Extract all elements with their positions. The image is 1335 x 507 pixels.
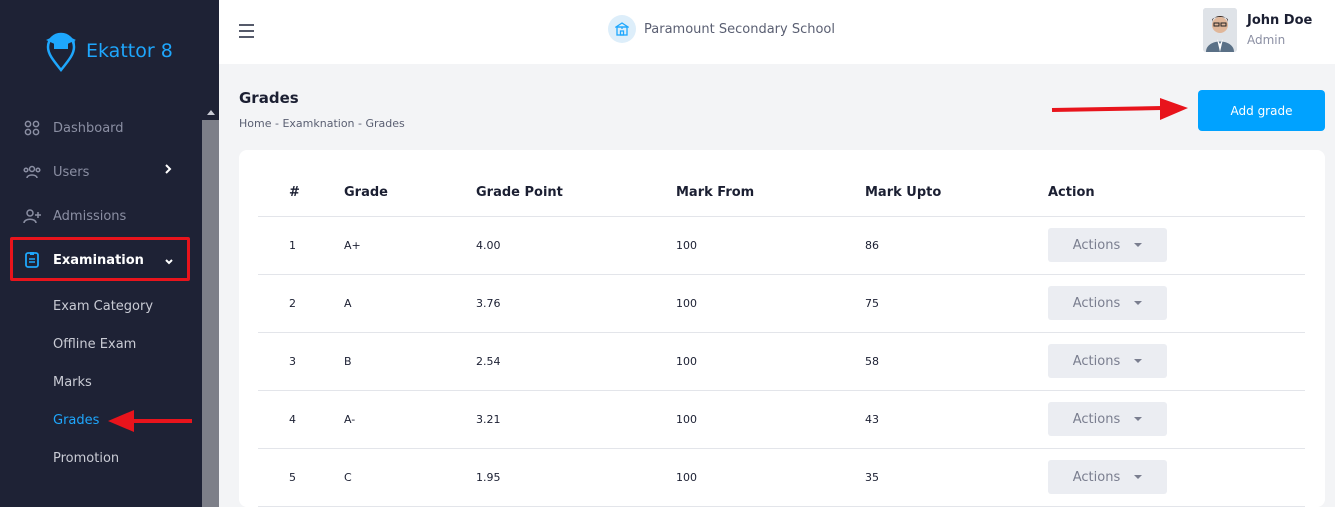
cell-num: 3 bbox=[258, 332, 344, 391]
caret-down-icon bbox=[1134, 301, 1143, 305]
cell-grade: A bbox=[344, 274, 476, 333]
column-header: Mark From bbox=[676, 170, 865, 217]
cell-grade-point: 4.00 bbox=[476, 216, 676, 275]
cell-mark-from: 100 bbox=[676, 216, 865, 275]
cell-mark-from: 100 bbox=[676, 390, 865, 449]
column-header: # bbox=[258, 170, 344, 217]
cell-num: 2 bbox=[258, 274, 344, 333]
actions-dropdown-button[interactable]: Actions bbox=[1048, 228, 1167, 262]
actions-label: Actions bbox=[1072, 295, 1121, 311]
cell-action: Actions bbox=[1048, 448, 1305, 507]
sidebar-subitem-offline-exam[interactable]: Offline Exam bbox=[53, 337, 137, 352]
column-header: Action bbox=[1048, 170, 1305, 217]
school-icon bbox=[608, 15, 636, 43]
table-row: 4 A- 3.21 100 43 Actions bbox=[258, 390, 1305, 449]
exam-icon bbox=[23, 251, 41, 269]
examination-highlight-box bbox=[10, 237, 190, 281]
sidebar-item-label: Users bbox=[53, 164, 90, 180]
caret-down-icon bbox=[1134, 417, 1143, 421]
cell-grade-point: 3.76 bbox=[476, 274, 676, 333]
cell-action: Actions bbox=[1048, 216, 1305, 275]
cell-num: 1 bbox=[258, 216, 344, 275]
menu-icon[interactable] bbox=[239, 24, 254, 42]
actions-label: Actions bbox=[1072, 469, 1121, 485]
cell-grade-point: 3.21 bbox=[476, 390, 676, 449]
school-selector: Paramount Secondary School bbox=[608, 15, 835, 43]
cell-num: 4 bbox=[258, 390, 344, 449]
scroll-up-icon[interactable] bbox=[202, 104, 219, 120]
users-icon bbox=[23, 163, 41, 181]
brand-name: Ekattor 8 bbox=[86, 40, 173, 62]
top-bar: Paramount Secondary School John Doe Admi… bbox=[219, 0, 1335, 64]
cell-mark-upto: 58 bbox=[865, 332, 1048, 391]
table-row: 1 A+ 4.00 100 86 Actions bbox=[258, 216, 1305, 275]
sidebar-item-users[interactable]: Users bbox=[23, 163, 89, 181]
actions-dropdown-button[interactable]: Actions bbox=[1048, 286, 1167, 320]
column-header: Grade bbox=[344, 170, 476, 217]
sidebar: Ekattor 8 Dashboard Users Admissions Exa… bbox=[0, 0, 219, 507]
caret-down-icon bbox=[1134, 475, 1143, 479]
sidebar-item-label: Examination bbox=[53, 252, 144, 268]
cell-mark-from: 100 bbox=[676, 274, 865, 333]
user-name[interactable]: John Doe bbox=[1247, 13, 1313, 28]
chevron-right-icon[interactable] bbox=[164, 163, 172, 178]
actions-dropdown-button[interactable]: Actions bbox=[1048, 344, 1167, 378]
sidebar-item-admissions[interactable]: Admissions bbox=[23, 207, 126, 225]
cell-mark-upto: 75 bbox=[865, 274, 1048, 333]
cell-grade: C bbox=[344, 448, 476, 507]
cell-num: 5 bbox=[258, 448, 344, 507]
user-role: Admin bbox=[1247, 33, 1286, 47]
sidebar-subitem-grades[interactable]: Grades bbox=[53, 413, 100, 428]
table-row: 3 B 2.54 100 58 Actions bbox=[258, 332, 1305, 391]
actions-label: Actions bbox=[1072, 411, 1121, 427]
sidebar-item-examination[interactable]: Examination bbox=[23, 251, 144, 269]
sidebar-item-label: Admissions bbox=[53, 208, 127, 224]
cell-mark-upto: 86 bbox=[865, 216, 1048, 275]
cell-action: Actions bbox=[1048, 332, 1305, 391]
chevron-down-icon[interactable] bbox=[164, 255, 174, 269]
add-grade-button[interactable]: Add grade bbox=[1198, 90, 1325, 131]
caret-down-icon bbox=[1134, 243, 1143, 247]
brand-logo[interactable]: Ekattor 8 bbox=[44, 30, 173, 72]
column-header: Grade Point bbox=[476, 170, 676, 217]
table-row: 2 A 3.76 100 75 Actions bbox=[258, 274, 1305, 333]
actions-dropdown-button[interactable]: Actions bbox=[1048, 402, 1167, 436]
actions-label: Actions bbox=[1072, 353, 1121, 369]
breadcrumb: Home - Examknation - Grades bbox=[239, 117, 405, 130]
sidebar-item-dashboard[interactable]: Dashboard bbox=[23, 119, 124, 137]
actions-label: Actions bbox=[1072, 237, 1121, 253]
sidebar-subitem-exam-category[interactable]: Exam Category bbox=[53, 299, 154, 314]
cell-action: Actions bbox=[1048, 274, 1305, 333]
table-row: 5 C 1.95 100 35 Actions bbox=[258, 448, 1305, 507]
cell-grade: A+ bbox=[344, 216, 476, 275]
cell-mark-from: 100 bbox=[676, 332, 865, 391]
school-name: Paramount Secondary School bbox=[644, 21, 835, 37]
cell-action: Actions bbox=[1048, 390, 1305, 449]
dashboard-icon bbox=[23, 119, 41, 137]
sidebar-subitem-marks[interactable]: Marks bbox=[53, 375, 92, 390]
cell-mark-upto: 43 bbox=[865, 390, 1048, 449]
sidebar-scrollbar[interactable] bbox=[202, 104, 219, 507]
cell-mark-from: 100 bbox=[676, 448, 865, 507]
cell-mark-upto: 35 bbox=[865, 448, 1048, 507]
grades-card: # Grade Grade Point Mark From Mark Upto … bbox=[239, 150, 1325, 507]
graduation-pin-icon bbox=[46, 32, 76, 72]
table-header-row: # Grade Grade Point Mark From Mark Upto … bbox=[258, 170, 1305, 217]
page-title: Grades bbox=[239, 89, 299, 107]
sidebar-item-label: Dashboard bbox=[53, 120, 124, 136]
cell-grade: B bbox=[344, 332, 476, 391]
grades-table: # Grade Grade Point Mark From Mark Upto … bbox=[258, 170, 1305, 507]
cell-grade: A- bbox=[344, 390, 476, 449]
sidebar-subitem-promotion[interactable]: Promotion bbox=[53, 451, 120, 466]
cell-grade-point: 1.95 bbox=[476, 448, 676, 507]
actions-dropdown-button[interactable]: Actions bbox=[1048, 460, 1167, 494]
avatar[interactable] bbox=[1203, 8, 1237, 52]
annotation-arrow-right bbox=[1051, 98, 1188, 120]
add-user-icon bbox=[23, 207, 41, 225]
column-header: Mark Upto bbox=[865, 170, 1048, 217]
cell-grade-point: 2.54 bbox=[476, 332, 676, 391]
annotation-arrow-left bbox=[108, 410, 192, 432]
caret-down-icon bbox=[1134, 359, 1143, 363]
